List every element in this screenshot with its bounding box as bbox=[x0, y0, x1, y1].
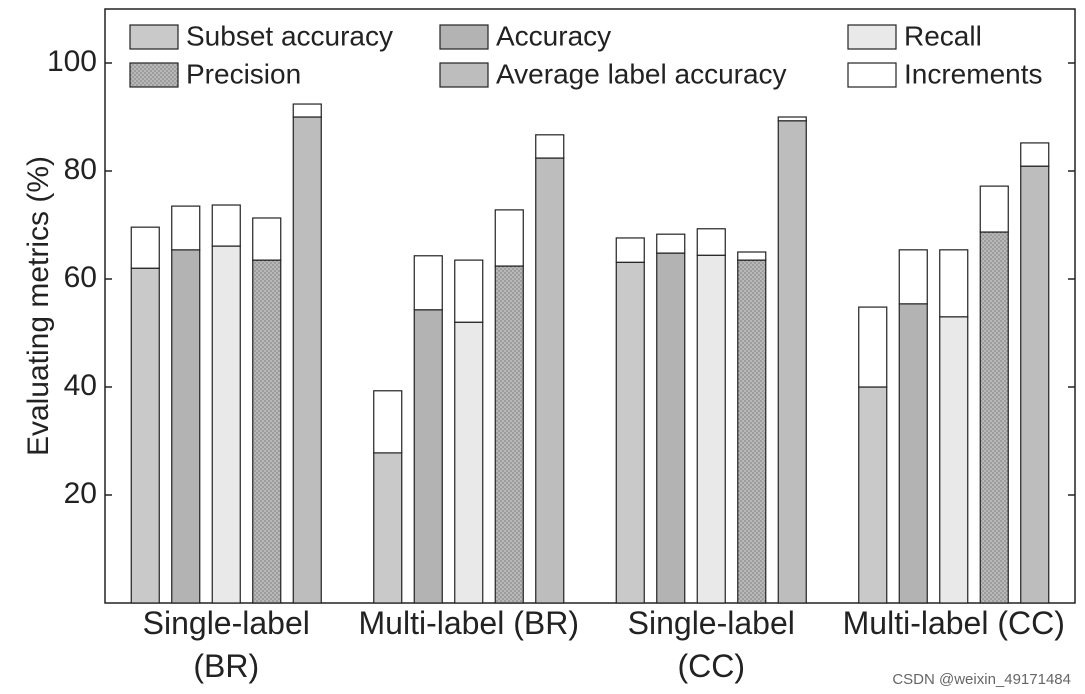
increment-bar bbox=[494, 209, 524, 267]
bar bbox=[777, 120, 807, 604]
bar bbox=[1020, 165, 1050, 604]
legend-swatch bbox=[129, 24, 179, 50]
increment-bar bbox=[615, 237, 645, 263]
increment-bar bbox=[252, 217, 282, 261]
bar bbox=[130, 267, 160, 604]
increment-bar bbox=[211, 204, 241, 247]
bar bbox=[939, 316, 969, 604]
bar bbox=[454, 321, 484, 604]
y-tick-label: 100 bbox=[47, 45, 97, 78]
legend-label: Accuracy bbox=[496, 20, 611, 51]
bar bbox=[413, 309, 443, 604]
bar bbox=[171, 249, 201, 604]
legend-swatch bbox=[847, 24, 897, 50]
increment-bar bbox=[454, 259, 484, 323]
plot-frame bbox=[104, 8, 1076, 604]
increment-bar bbox=[373, 390, 403, 454]
increment-bar bbox=[737, 251, 767, 261]
increment-bar bbox=[535, 134, 565, 159]
bar bbox=[656, 252, 686, 604]
bar bbox=[898, 303, 928, 604]
legend-label: Precision bbox=[186, 58, 301, 89]
bar bbox=[696, 254, 726, 604]
increment-bar bbox=[696, 228, 726, 256]
bar bbox=[615, 261, 645, 604]
increment-bar bbox=[413, 255, 443, 311]
y-tick-label: 80 bbox=[64, 153, 97, 186]
legend-swatch bbox=[847, 62, 897, 88]
increment-bar bbox=[939, 249, 969, 318]
legend-swatch bbox=[129, 62, 179, 88]
bar bbox=[252, 259, 282, 604]
bar bbox=[494, 265, 524, 604]
increment-bar bbox=[858, 306, 888, 388]
bar bbox=[737, 259, 767, 604]
legend-label: Subset accuracy bbox=[186, 20, 393, 51]
legend-swatch bbox=[439, 24, 489, 50]
increment-bar bbox=[979, 185, 1009, 233]
legend-label: Recall bbox=[904, 20, 982, 51]
x-tick-label: Single-label (BR) bbox=[142, 605, 310, 684]
bar bbox=[292, 116, 322, 604]
x-tick-label: Multi-label (BR) bbox=[358, 605, 579, 641]
bar bbox=[211, 245, 241, 604]
bar bbox=[979, 231, 1009, 604]
x-tick-label: Single-label (CC) bbox=[627, 605, 795, 684]
legend-label: Average label accuracy bbox=[496, 58, 787, 89]
legend-label: Increments bbox=[904, 58, 1043, 89]
x-tick-label: Multi-label (CC) bbox=[842, 605, 1065, 641]
bar bbox=[858, 386, 888, 604]
y-tick-label: 40 bbox=[64, 369, 97, 402]
increment-bar bbox=[292, 103, 322, 118]
y-axis-label: Evaluating metrics (%) bbox=[22, 156, 55, 456]
increment-bar bbox=[171, 205, 201, 251]
increment-bar bbox=[130, 226, 160, 269]
bar bbox=[535, 157, 565, 604]
bar bbox=[373, 452, 403, 604]
y-tick-label: 60 bbox=[64, 261, 97, 294]
y-tick-label: 20 bbox=[64, 477, 97, 510]
increment-bar bbox=[777, 116, 807, 122]
increment-bar bbox=[898, 249, 928, 305]
legend-swatch bbox=[439, 62, 489, 88]
watermark: CSDN @weixin_49171484 bbox=[892, 671, 1071, 688]
increment-bar bbox=[656, 233, 686, 254]
increment-bar bbox=[1020, 142, 1050, 167]
